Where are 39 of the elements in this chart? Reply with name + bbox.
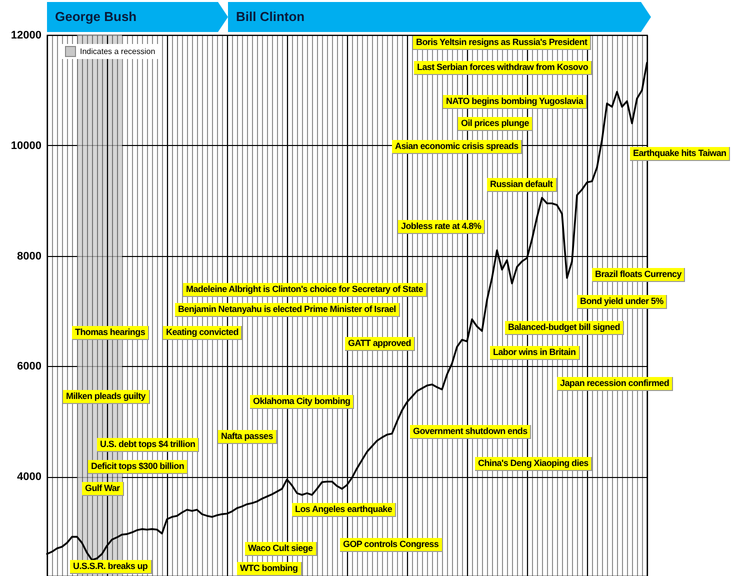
annotation: Nafta passes [218, 430, 277, 444]
annotation: China's Deng Xiaoping dies [475, 457, 592, 471]
annotation: Deficit tops $300 billion [88, 460, 188, 474]
y-tick-label: 8000 [17, 250, 42, 262]
annotation: Waco Cult siege [245, 542, 317, 556]
annotation: Indicates a recession [80, 47, 156, 56]
annotation: Government shutdown ends [410, 425, 532, 439]
annotation: GATT approved [345, 337, 415, 351]
annotation: Milken pleads guilty [63, 390, 150, 404]
annotation: U.S.S.R. breaks up [70, 560, 152, 574]
annotation: Los Angeles earthquake [292, 503, 396, 517]
y-tick-label: 4000 [17, 471, 42, 484]
annotation: Japan recession confirmed [557, 377, 674, 391]
annotation: NATO begins bombing Yugoslavia [443, 95, 588, 109]
annotation: Balanced-budget bill signed [505, 321, 624, 335]
annotation: GOP controls Congress [340, 538, 443, 552]
annotation: Last Serbian forces withdraw from Kosovo [414, 61, 592, 75]
annotation: Jobless rate at 4.8% [398, 220, 486, 234]
text: George Bush [47, 2, 228, 32]
annotation: Boris Yeltsin resigns as Russia's President [413, 36, 592, 50]
annotation: Keating convicted [163, 326, 242, 340]
annotation: Thomas hearings [72, 326, 150, 340]
annotation: U.S. debt tops $4 trillion [97, 438, 200, 452]
annotation: Oil prices plunge [458, 117, 533, 131]
annotation: Russian default [487, 178, 557, 192]
y-tick-label: 10000 [10, 140, 42, 152]
text: Bill Clinton [228, 2, 651, 32]
y-tick-label: 12000 [10, 30, 42, 42]
annotation: Madeleine Albright is Clinton's choice for Secretary of State [183, 283, 428, 297]
annotation: Bond yield under 5% [577, 295, 668, 309]
annotation: Labor wins in Britain [490, 346, 580, 360]
annotation: Gulf War [82, 482, 124, 496]
annotation: Earthquake hits Taiwan [630, 147, 730, 161]
annotation: Asian economic crisis spreads [392, 140, 522, 154]
annotation: Benjamin Netanyahu is elected Prime Minister of Israel [175, 303, 400, 317]
annotation: Oklahoma City bombing [250, 395, 354, 409]
annotation: Brazil floats Currency [592, 268, 686, 282]
y-tick-label: 6000 [17, 360, 42, 373]
annotation: WTC bombing [237, 562, 302, 576]
